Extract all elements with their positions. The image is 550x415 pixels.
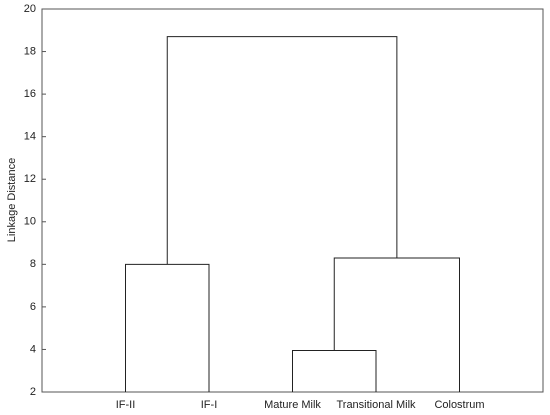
dendrogram-link: [166, 36, 398, 265]
y-axis-label: Linkage Distance: [6, 158, 18, 242]
leaf-label: Transitional Milk: [336, 399, 416, 411]
leaf-label: Mature Milk: [264, 399, 321, 411]
y-tick-label: 8: [30, 258, 36, 270]
y-tick-label: 20: [24, 3, 36, 15]
dendrogram-link: [333, 257, 460, 392]
plot-frame: [41, 8, 544, 393]
leaf-label: Colostrum: [434, 399, 484, 411]
y-tick-label: 16: [24, 88, 36, 100]
y-tick-label: 18: [24, 45, 36, 57]
dendrogram-link: [292, 350, 377, 392]
y-tick-label: 6: [30, 301, 36, 313]
dendrogram-link: [125, 263, 210, 392]
y-tick-label: 14: [24, 131, 36, 143]
leaf-label: IF-I: [201, 399, 218, 411]
leaf-label: IF-II: [116, 399, 136, 411]
y-tick-label: 10: [24, 216, 36, 228]
y-tick-label: 4: [30, 343, 36, 355]
y-tick-label: 12: [24, 173, 36, 185]
y-tick-label: 2: [30, 386, 36, 398]
